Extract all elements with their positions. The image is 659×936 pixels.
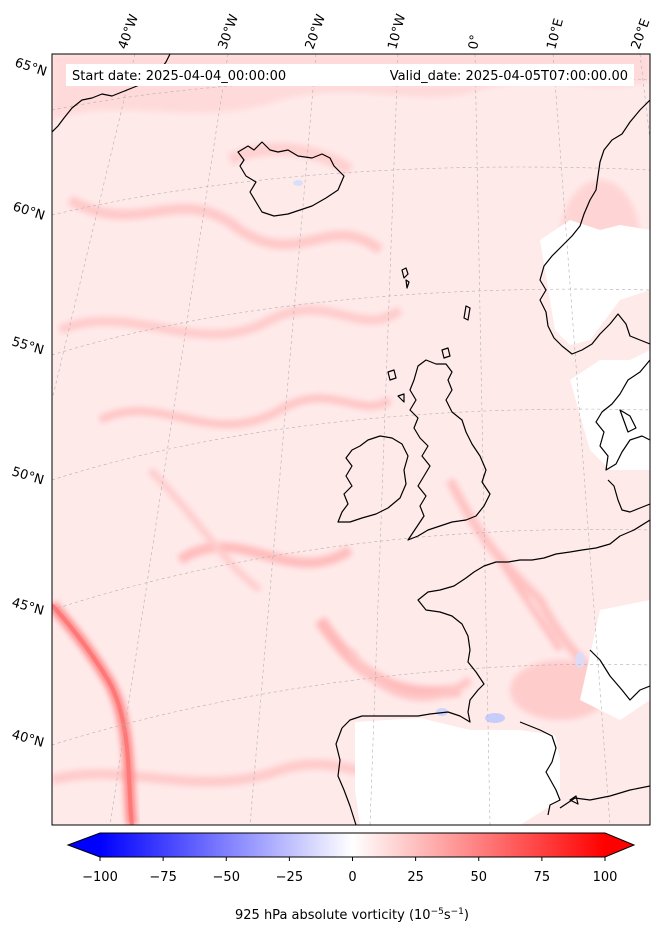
coastline-iberia [335,727,357,825]
coastline-norway [539,99,650,355]
coastline-france [341,519,650,729]
lat-label-60n: 60°N [11,200,47,224]
header-box [66,64,634,86]
longitude-labels: 40°W 30°W 20°W 10°W 0° 10°E 20°E [116,12,654,51]
lat-label-45n: 45°N [10,595,46,618]
colorbar-extend-high [605,833,634,857]
coastlines [52,54,650,825]
low-vorticity-iberia [355,718,560,825]
colorbar-tick-label: 25 [407,870,424,885]
lon-label-40w: 40°W [116,12,142,51]
lat-label-50n: 50°N [10,464,46,488]
lat-label-65n: 65°N [13,56,49,80]
lon-label-10e: 10°E [544,17,567,51]
valid-date-label: Valid_date: 2025-04-05T07:00:00.00 [390,69,628,84]
lon-label-20w: 20°W [303,12,329,51]
colorbar: −100 −75 −50 −25 0 25 50 75 100 925 hPa absolute… [66,832,636,923]
graticule [52,54,650,825]
lon-label-20e: 20°E [629,17,654,52]
lat-label-55n: 55°N [10,334,46,358]
latitude-labels: 65°N 60°N 55°N 50°N 45°N 40°N [10,56,49,751]
lon-label-10w: 10°W [385,12,409,51]
colorbar-label: 925 hPa absolute vorticity (10−5s−1) [235,907,469,923]
colorbar-tick-label: −50 [213,870,240,885]
colorbar-tick-label: −100 [82,870,118,885]
colorbar-tick-label: 75 [534,870,551,885]
lon-label-0: 0° [466,34,483,51]
coastline-iceland [237,141,345,217]
colorbar-extend-low [68,833,100,857]
start-date-label: Start date: 2025-04-04_00:00:00 [72,69,286,84]
colorbar-bar [100,833,605,857]
lon-label-30w: 30°W [216,12,242,51]
colorbar-tick-label: 100 [593,870,618,885]
map-border [51,53,651,826]
map-panel [52,54,650,825]
colorbar-ticks: −100 −75 −50 −25 0 25 50 75 100 [82,857,617,885]
colorbar-tick-label: 50 [470,870,487,885]
colorbar-tick-label: 0 [348,870,356,885]
colorbar-tick-label: −25 [276,870,303,885]
coastline-ireland [337,435,409,523]
coastline-great-britain [407,359,491,541]
colorbar-tick-label: −75 [149,870,176,885]
lat-label-40n: 40°N [10,727,46,750]
